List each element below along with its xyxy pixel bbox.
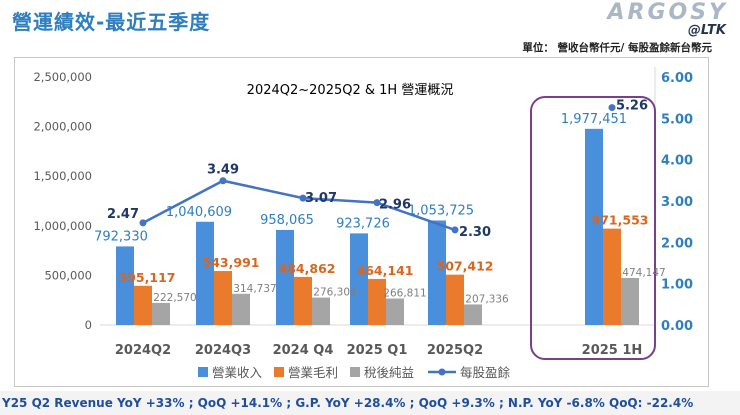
bar-net-income: [312, 297, 330, 325]
bar-revenue: [116, 246, 134, 325]
legend-label: 稅後純益: [364, 365, 414, 380]
y-left-tick-label: 500,000: [44, 268, 92, 282]
bar-net-income: [386, 298, 404, 325]
bar-gross-profit: [446, 274, 464, 325]
bar-revenue: [196, 221, 214, 325]
bar-revenue: [585, 128, 603, 325]
eps-data-label: 2.30: [459, 225, 491, 240]
bar-data-label: 1,040,609: [166, 205, 232, 220]
y-left-tick-label: 1,000,000: [33, 219, 92, 233]
bar-data-label: 314,737: [233, 283, 276, 295]
eps-data-label: 5.26: [616, 99, 648, 114]
y-right-tick-label: 3.00: [661, 195, 693, 210]
bar-data-label: 484,862: [279, 261, 336, 276]
eps-point: [373, 199, 381, 207]
eps-point: [608, 104, 616, 112]
x-tick-label: 2024Q2: [115, 343, 171, 358]
bar-data-label: 543,991: [203, 255, 260, 270]
bar-data-label: 1,053,725: [408, 203, 474, 218]
y-left-tick-label: 1,500,000: [33, 169, 92, 183]
unit-note: 單位： 營收台幣仟元/ 每股盈餘新台幣元: [522, 42, 712, 54]
bar-data-label: 222,570: [153, 292, 196, 304]
bar-data-label: 266,811: [383, 288, 426, 300]
eps-point: [219, 177, 227, 185]
bar-revenue: [428, 220, 446, 325]
y-left-tick-label: 0: [85, 318, 92, 332]
legend-line-marker: [438, 368, 446, 376]
bar-net-income: [232, 293, 250, 325]
highlight-box: [530, 96, 656, 360]
bar-gross-profit: [603, 228, 621, 325]
legend-swatch: [350, 367, 360, 377]
bar-data-label: 958,065: [260, 213, 314, 228]
logo-wordmark: ARGOSY: [607, 0, 728, 25]
bar-data-label: 507,412: [437, 259, 494, 274]
y-right-tick-label: 0.00: [661, 319, 693, 334]
slide-title: 營運績效-最近五季度: [12, 10, 211, 34]
x-tick-label: 2025 1H: [582, 343, 643, 358]
legend-label: 營業收入: [212, 365, 263, 380]
bar-data-label: 971,553: [592, 213, 649, 228]
bar-data-label: 207,336: [465, 293, 509, 305]
y-left-tick-label: 2,500,000: [33, 70, 92, 84]
legend-swatch: [198, 367, 208, 377]
y-right-tick-label: 2.00: [661, 236, 693, 251]
bar-data-label: 464,141: [357, 263, 414, 278]
bar-net-income: [621, 277, 639, 325]
bar-data-label: 474,147: [622, 267, 665, 279]
y-left-tick-label: 2,000,000: [33, 120, 92, 134]
eps-data-label: 3.07: [305, 191, 337, 206]
y-right-tick-label: 6.00: [661, 71, 693, 86]
legend-swatch: [274, 367, 284, 377]
bar-data-label: 923,726: [336, 216, 390, 231]
legend-label: 營業毛利: [288, 365, 338, 380]
bar-data-label: 276,304: [313, 287, 357, 299]
bar-data-label: 1,977,451: [561, 112, 627, 127]
revenue-chart: 0 500,000 1,000,000 1,500,000 2,000,000 2,500…: [33, 67, 693, 380]
eps-point: [299, 194, 307, 202]
eps-point: [451, 226, 459, 234]
x-tick-label: 2025Q2: [427, 343, 483, 358]
footer-summary: Y25 Q2 Revenue YoY +33% ; QoQ +14.1% ; G…: [0, 391, 740, 415]
bar-data-label: 792,330: [94, 229, 148, 244]
bar-revenue: [276, 229, 294, 325]
bar-revenue: [350, 233, 368, 325]
bar-gross-profit: [214, 271, 232, 325]
y-right-tick-label: 5.00: [661, 112, 693, 127]
bar-net-income: [152, 302, 170, 325]
legend-label: 每股盈餘: [460, 365, 511, 380]
x-tick-label: 2024 Q4: [273, 343, 334, 358]
company-logo: ARGOSY @LTK: [607, 2, 728, 38]
bar-gross-profit: [134, 285, 152, 325]
eps-data-label: 2.47: [107, 207, 139, 222]
bar-data-label: 395,117: [119, 270, 176, 285]
chart-frame: [14, 57, 709, 387]
logo-subtitle: @LTK: [687, 23, 726, 38]
eps-point: [139, 219, 147, 227]
y-right-tick-label: 4.00: [661, 154, 693, 169]
bar-gross-profit: [368, 278, 386, 325]
x-tick-label: 2024Q3: [195, 343, 251, 358]
eps-data-label: 3.49: [207, 163, 239, 178]
y-right-tick-label: 1.00: [661, 278, 693, 293]
bar-gross-profit: [294, 276, 312, 325]
chart-title: 2024Q2~2025Q2 & 1H 營運概況: [247, 83, 454, 98]
x-tick-label: 2025 Q1: [347, 343, 408, 358]
eps-data-label: 2.96: [379, 198, 411, 213]
bar-net-income: [464, 304, 482, 325]
